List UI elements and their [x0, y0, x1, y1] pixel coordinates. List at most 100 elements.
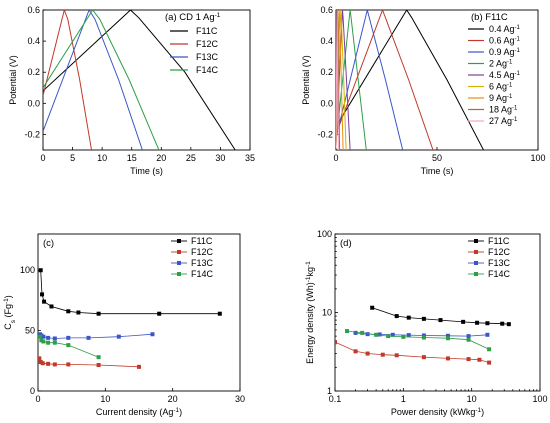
plot-area [335, 305, 511, 365]
x-tick-label: 10 [100, 394, 110, 404]
series-f12c-point [52, 362, 57, 367]
y-tick-label: 0.6 [27, 5, 40, 15]
x-tick-label: 10 [467, 394, 477, 404]
series-f13c-line [43, 10, 143, 150]
series-f13c-point [365, 332, 370, 337]
series-f11c-point [76, 310, 81, 315]
series-f11c-point [394, 314, 399, 319]
legend-marker [177, 239, 181, 243]
series-0-4-line [336, 10, 484, 150]
legend-label: 0.9 Ag-1 [489, 47, 521, 57]
y-tick-label: 0.4 [27, 36, 40, 46]
y-tick-label: -0.2 [317, 129, 333, 139]
series-f12c-point [66, 362, 71, 367]
legend-label: 0.4 Ag-1 [489, 24, 521, 34]
series-f13c-point [86, 335, 91, 340]
legend-label: F12C [196, 39, 219, 49]
x-tick-label: 50 [432, 153, 442, 163]
legend-label: 6 Ag-1 [489, 82, 513, 92]
series-f14c-point [445, 336, 450, 341]
x-tick-label: 100 [530, 153, 545, 163]
series-f12c-point [477, 357, 482, 362]
series-f12c-point [46, 361, 51, 366]
x-tick-label: 10 [97, 153, 107, 163]
x-tick-label: 20 [168, 394, 178, 404]
series-f11c-line [43, 10, 236, 150]
series-f11c-point [38, 268, 43, 273]
series-f14c-point [41, 339, 46, 344]
legend-marker [474, 261, 478, 265]
series-f14c-point [46, 340, 51, 345]
series-f12c-point [466, 357, 471, 362]
series-f13c-point [52, 336, 57, 341]
legend-label: 9 Ag-1 [489, 93, 513, 103]
x-tick-label: 100 [532, 394, 547, 404]
x-tick-label: 35 [245, 153, 255, 163]
x-tick-label: 0 [333, 153, 338, 163]
series-f11c-point [96, 311, 101, 316]
panel-label: (d) [340, 238, 352, 249]
series-f11c-point [461, 319, 466, 324]
x-tick-label: 0 [35, 394, 40, 404]
y-axis-label: Cs (Fg-1) [3, 295, 17, 330]
plot-frame [42, 9, 251, 151]
series-f14c-point [52, 340, 57, 345]
series-f13c-point [445, 333, 450, 338]
panel-label: (b) F11C [471, 12, 508, 23]
legend-label: F11C [196, 26, 218, 36]
x-tick-label: 0 [40, 153, 45, 163]
series-f13c-point [421, 333, 426, 338]
x-tick-label: 15 [127, 153, 137, 163]
series-f14c-point [421, 335, 426, 340]
series-27-line [336, 10, 339, 150]
legend-label: 2 Ag-1 [489, 59, 513, 69]
series-f12c-point [96, 363, 101, 368]
legend-marker [474, 250, 478, 254]
series-f14c-point [386, 334, 391, 339]
x-tick-label: 5 [70, 153, 75, 163]
series-f13c-point [466, 334, 471, 339]
series-f13c-point [485, 332, 490, 337]
y-tick-label: 0.6 [320, 5, 333, 15]
series-f13c-point [377, 332, 382, 337]
series-f12c-line [335, 341, 490, 363]
legend-marker [177, 250, 181, 254]
series-f12c-point [335, 340, 337, 345]
series-f14c-point [374, 332, 379, 337]
legend-marker [474, 272, 478, 276]
series-f14c-point [345, 329, 350, 334]
panel-c: 0 10 20 30 0 50 100 Current density (Ag-1) Cs (F… [3, 233, 245, 417]
series-f12c-point [137, 364, 141, 369]
series-f12c-point [365, 351, 370, 356]
x-axis-label: Time (s) [130, 166, 163, 176]
series-f11c-point [475, 320, 480, 325]
series-f11c-point [506, 322, 511, 327]
panel-b: 0 50 100 -0.2 0.0 0.2 0.4 0.6 Time (s) Potential … [301, 5, 546, 176]
y-tick-label: 0 [30, 386, 35, 396]
series-f13c-point [150, 332, 155, 337]
y-tick-label: 0.4 [320, 36, 333, 46]
legend-marker [474, 239, 478, 243]
series-f11c-point [40, 292, 45, 297]
series-f11c-point [66, 309, 71, 314]
legend-label: F11C [488, 236, 510, 246]
series-f13c-point [116, 334, 121, 339]
series-0-9-line [336, 10, 404, 150]
legend-label: F12C [191, 247, 214, 257]
panel-a: 0 5 10 15 20 25 30 35 -0.2 0.0 0.2 0.4 0.6 Time (s) Po… [8, 5, 255, 176]
series-f11c-point [485, 321, 490, 326]
y-tick-label: 100 [20, 265, 35, 275]
legend-label: F14C [488, 269, 511, 279]
series-f11c-point [438, 318, 443, 323]
series-f13c-line [39, 333, 153, 339]
series-f13c-point [390, 332, 395, 337]
legend-label: F14C [196, 65, 219, 75]
series-f12c-point [38, 356, 42, 361]
series-f14c-point [401, 334, 406, 339]
legend-marker [177, 272, 181, 276]
series-f14c-point [96, 355, 101, 360]
series-f11c-point [370, 305, 375, 310]
legend-label: F13C [196, 52, 219, 62]
series-f14c-line [43, 10, 160, 150]
